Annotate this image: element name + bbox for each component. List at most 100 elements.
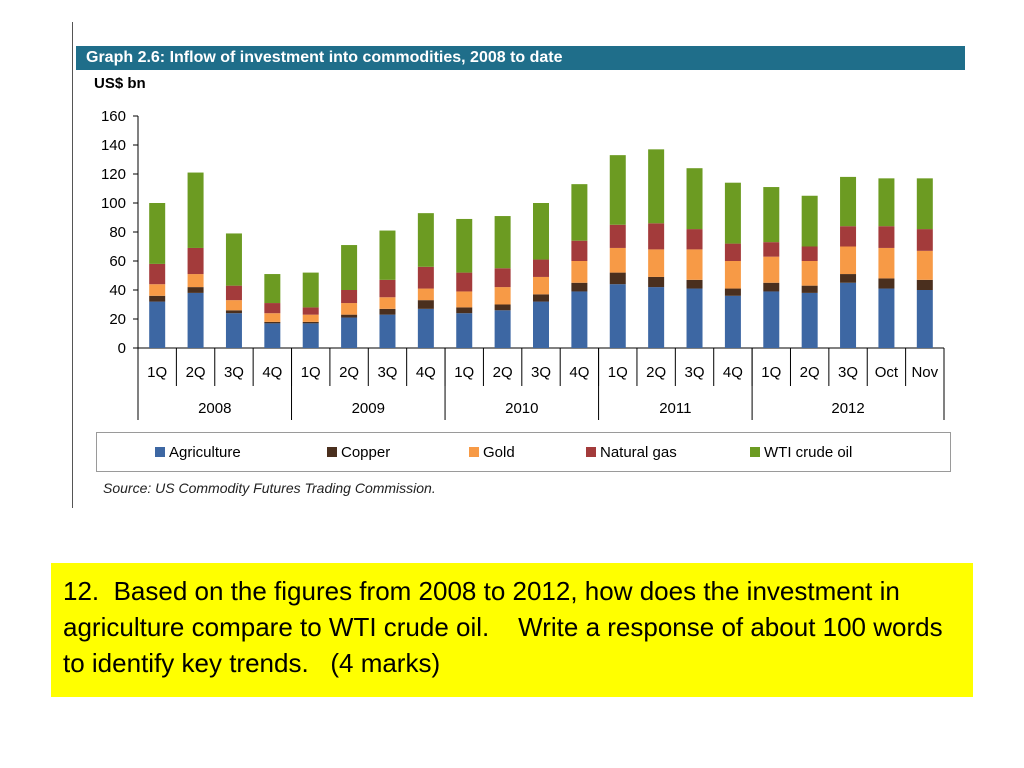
bar-segment-natural-gas [878,226,895,248]
bar-segment-gold [801,261,818,286]
bar-segment-wti-crude-oil [686,168,703,230]
bar-segment-wti-crude-oil [609,155,626,225]
x-category-label: 1Q [608,364,628,381]
bar-segment-wti-crude-oil [225,233,242,286]
bar-segment-agriculture [648,287,665,348]
bar-segment-natural-gas [187,247,204,275]
bar-segment-gold [571,261,588,283]
bar-segment-copper [724,288,741,296]
y-tick-label: 160 [101,108,126,125]
bar-segment-copper [187,287,204,293]
y-tick-label: 0 [118,340,126,357]
bar-segment-agriculture [916,290,933,348]
legend-item-copper: Copper [327,443,390,461]
bar-segment-natural-gas [302,307,319,315]
bar-segment-agriculture [341,317,358,348]
legend-label-natural-gas: Natural gas [600,443,677,461]
bar-segment-wti-crude-oil [379,230,396,280]
bar-segment-agriculture [801,292,818,348]
bar-segment-natural-gas [916,229,933,251]
x-category-label: 1Q [147,364,167,381]
bar-segment-wti-crude-oil [149,203,166,264]
bar-segment-copper [149,295,166,302]
bar-segment-agriculture [686,288,703,348]
bar-segment-wti-crude-oil [916,178,933,230]
bar-segment-gold [341,303,358,315]
bar-segment-copper [801,285,818,293]
x-category-label: 2Q [339,364,359,381]
bar-segment-natural-gas [840,226,857,247]
bar-segment-copper [341,314,358,318]
bar-segment-natural-gas [686,229,703,250]
bar-segment-wti-crude-oil [341,245,358,290]
bar-segment-gold [417,288,434,301]
bar-segment-agriculture [494,310,511,348]
x-category-label: 3Q [838,364,858,381]
bar-segment-gold [187,274,204,288]
bar-segment-gold [648,249,665,277]
bar-segment-gold [456,291,473,308]
x-group-label: 2011 [659,400,691,417]
bar-segment-natural-gas [341,290,358,304]
bar-segment-natural-gas [571,240,588,261]
bar-segment-wti-crude-oil [763,187,780,243]
bar-segment-agriculture [609,284,626,348]
x-category-label: 1Q [761,364,781,381]
bar-segment-agriculture [878,288,895,348]
bar-segment-copper [379,308,396,315]
y-tick-label: 20 [109,311,126,328]
bar-segment-natural-gas [494,268,511,288]
bar-segment-agriculture [264,323,281,348]
bar-segment-natural-gas [648,223,665,250]
y-tick-label: 120 [101,166,126,183]
bar-segment-copper [225,310,242,314]
bar-segment-copper [417,300,434,309]
left-divider-line [72,22,73,508]
bar-segment-natural-gas [724,243,741,261]
bar-segment-agriculture [417,308,434,348]
bar-segment-copper [916,279,933,290]
bar-segment-copper [648,276,665,288]
source-note: Source: US Commodity Futures Trading Com… [103,480,436,496]
legend-item-natural-gas: Natural gas [586,443,677,461]
bar-segment-wti-crude-oil [456,218,473,273]
bar-segment-copper [456,307,473,314]
bar-segment-wti-crude-oil [533,203,549,260]
bar-segment-copper [609,272,626,285]
legend-label-copper: Copper [341,443,391,461]
legend-item-gold: Gold [469,443,515,461]
x-group-label: 2009 [352,400,385,417]
x-category-label: Nov [911,364,938,381]
x-category-label: 2Q [186,364,206,381]
x-category-label: 2Q [646,364,666,381]
bar-segment-natural-gas [763,242,780,257]
bar-segment-gold [686,249,703,280]
bar-segment-wti-crude-oil [840,176,857,227]
bar-segment-agriculture [533,301,549,348]
x-category-label: 4Q [723,364,743,381]
bar-segment-natural-gas [609,224,626,248]
bar-segment-copper [533,294,549,302]
x-category-label: 3Q [224,364,244,381]
legend-item-wti-crude-oil: WTI crude oil [750,443,852,461]
x-category-label: 1Q [454,364,474,381]
legend-label-agriculture: Agriculture [169,443,241,461]
bar-segment-copper [264,321,281,324]
bar-segment-gold [763,256,780,283]
bar-segment-gold [916,250,933,280]
x-category-label: 4Q [416,364,436,381]
bar-segment-wti-crude-oil [264,274,281,304]
bar-segment-gold [724,261,741,289]
bar-segment-agriculture [571,291,588,348]
x-category-label: 3Q [377,364,397,381]
chart-title: Graph 2.6: Inflow of investment into com… [76,46,965,70]
bar-segment-copper [571,282,588,292]
bar-segment-agriculture [302,323,319,348]
bar-segment-wti-crude-oil [494,216,511,269]
bar-segment-agriculture [763,291,780,348]
legend-swatch-gold [469,447,479,457]
x-category-label: 3Q [531,364,551,381]
bar-segment-copper [763,282,780,292]
bar-segment-wti-crude-oil [187,172,204,248]
